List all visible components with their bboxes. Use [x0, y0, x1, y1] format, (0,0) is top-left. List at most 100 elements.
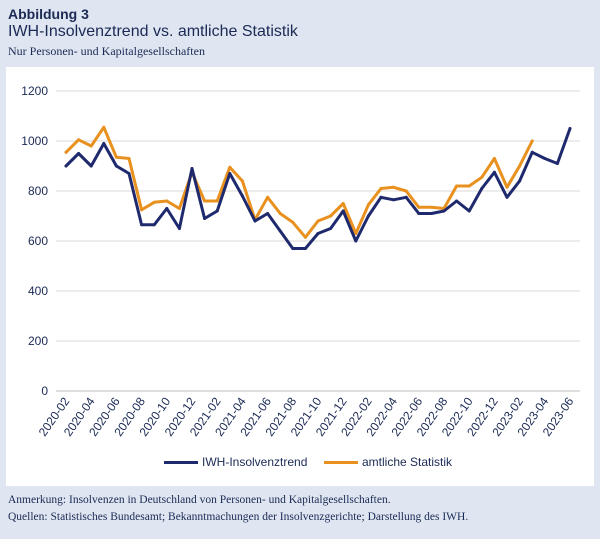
data-point-iwh — [114, 164, 118, 168]
y-tick-label: 600 — [28, 234, 48, 248]
data-point-amtlich — [240, 179, 244, 183]
y-tick-label: 1000 — [21, 134, 48, 148]
legend-swatch-iwh — [164, 460, 198, 464]
data-point-amtlich — [480, 175, 484, 179]
data-point-amtlich — [102, 125, 106, 129]
y-tick-label: 400 — [28, 284, 48, 298]
data-point-iwh — [379, 195, 383, 199]
data-point-amtlich — [518, 164, 522, 168]
series-line-iwh — [64, 127, 572, 250]
data-point-amtlich — [392, 185, 396, 189]
legend-swatch-amtlich — [324, 460, 358, 464]
data-point-iwh — [77, 152, 81, 155]
data-point-iwh — [568, 127, 572, 130]
data-point-iwh — [253, 219, 257, 223]
series-line-amtlich — [64, 125, 534, 239]
data-point-iwh — [404, 195, 408, 199]
data-point-iwh — [505, 195, 509, 199]
legend-item-iwh: IWH-Insolvenztrend — [164, 455, 307, 469]
data-point-iwh — [177, 227, 181, 230]
data-point-amtlich — [165, 199, 169, 203]
data-point-amtlich — [505, 185, 509, 189]
data-point-iwh — [102, 142, 106, 145]
data-point-iwh — [480, 187, 484, 190]
figure-footer: Anmerkung: Insolvenzen in Deutschland vo… — [8, 494, 592, 528]
data-point-amtlich — [127, 157, 131, 160]
data-point-amtlich — [140, 208, 144, 212]
figure-label: Abbildung 3 — [8, 6, 89, 22]
data-point-amtlich — [303, 235, 307, 239]
data-point-iwh — [518, 179, 522, 183]
data-point-amtlich — [64, 150, 68, 154]
data-point-iwh — [366, 214, 370, 218]
legend-label-amtlich: amtliche Statistik — [362, 455, 453, 469]
data-point-amtlich — [266, 195, 270, 199]
data-point-iwh — [555, 162, 559, 165]
figure-title: IWH-Insolvenztrend vs. amtliche Statisti… — [8, 23, 298, 40]
data-point-iwh — [278, 229, 282, 233]
y-tick-label: 800 — [28, 184, 48, 198]
figure-subtitle: Nur Personen- und Kapitalgesellschaften — [8, 44, 205, 58]
data-point-iwh — [354, 239, 358, 243]
data-point-iwh — [240, 194, 244, 198]
data-point-amtlich — [177, 207, 181, 210]
data-point-iwh — [152, 223, 156, 227]
data-point-iwh — [89, 164, 93, 168]
data-point-amtlich — [404, 189, 408, 193]
data-point-amtlich — [114, 155, 118, 159]
data-point-amtlich — [77, 138, 81, 142]
data-point-amtlich — [530, 139, 534, 143]
data-point-amtlich — [429, 205, 433, 209]
data-point-iwh — [455, 199, 459, 203]
data-point-amtlich — [152, 200, 156, 204]
line-chart: 0200400600800100012002020-022020-042020-… — [21, 84, 580, 439]
data-point-amtlich — [291, 220, 295, 224]
data-point-amtlich — [379, 187, 383, 190]
data-point-amtlich — [354, 232, 358, 235]
data-point-amtlich — [492, 157, 496, 160]
data-point-iwh — [316, 232, 320, 235]
footer-sources: Quellen: Statistisches Bundesamt; Bekann… — [8, 511, 469, 523]
legend-label-iwh: IWH-Insolvenztrend — [202, 455, 308, 469]
data-point-iwh — [492, 170, 496, 174]
data-point-amtlich — [341, 202, 345, 205]
data-point-amtlich — [228, 165, 232, 169]
data-point-iwh — [543, 157, 547, 160]
data-point-amtlich — [278, 212, 282, 215]
data-point-iwh — [329, 227, 333, 230]
data-point-iwh — [190, 167, 194, 170]
data-point-amtlich — [366, 203, 370, 207]
chart-panel: 0 200 400 600 800 1000 1200 2020-02 2020-04 2020-… — [6, 67, 594, 486]
data-point-iwh — [303, 247, 307, 250]
footer-note: Anmerkung: Insolvenzen in Deutschland vo… — [8, 494, 391, 506]
y-tick-label: 0 — [41, 384, 48, 398]
data-point-iwh — [266, 212, 270, 215]
data-point-amtlich — [215, 199, 219, 203]
data-point-iwh — [203, 217, 207, 220]
data-point-amtlich — [89, 144, 93, 148]
data-point-iwh — [417, 212, 421, 215]
data-point-iwh — [64, 164, 68, 168]
data-point-iwh — [392, 198, 396, 202]
data-point-iwh — [530, 150, 534, 154]
data-point-iwh — [215, 209, 219, 213]
data-point-iwh — [442, 209, 446, 213]
y-tick-label: 200 — [28, 334, 48, 348]
y-tick-label: 1200 — [21, 84, 48, 98]
data-point-amtlich — [203, 199, 207, 203]
data-point-amtlich — [467, 184, 471, 188]
data-point-iwh — [165, 207, 169, 210]
data-point-amtlich — [316, 219, 320, 223]
data-point-amtlich — [455, 184, 459, 188]
data-point-amtlich — [417, 205, 421, 209]
data-point-iwh — [228, 172, 232, 175]
data-point-iwh — [127, 172, 131, 175]
data-point-iwh — [140, 223, 144, 227]
data-point-iwh — [467, 209, 471, 213]
chart-legend: IWH-Insolvenztrend amtliche Statistik — [6, 455, 594, 477]
legend-item-amtlich: amtliche Statistik — [324, 455, 452, 469]
figure-header: Abbildung 3 IWH-Insolvenztrend vs. amtli… — [8, 6, 592, 59]
data-point-iwh — [341, 209, 345, 213]
data-point-iwh — [291, 247, 295, 250]
data-point-amtlich — [329, 214, 333, 218]
